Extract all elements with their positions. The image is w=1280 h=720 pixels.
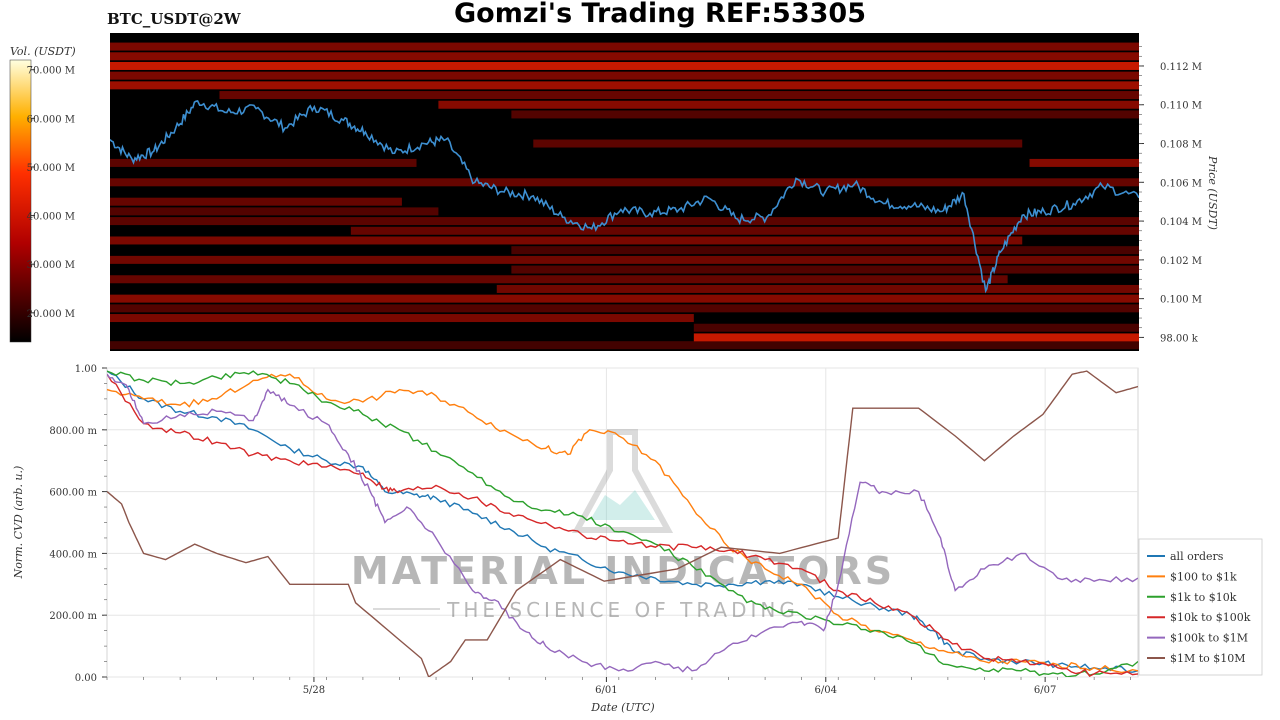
- cvd-y-tick-label: 200.00 m: [49, 611, 97, 622]
- price-tick-label: 0.106 M: [1160, 178, 1202, 189]
- cvd-series: [107, 370, 1138, 677]
- colorbar-ticks: 70.000 M 60.000 M 50.000 M 40.000 M 30.000 M…: [27, 66, 75, 320]
- liquidity-band: [110, 178, 1139, 187]
- liquidity-band: [110, 197, 402, 206]
- liquidity-band: [496, 284, 1139, 293]
- colorbar: [9, 59, 32, 343]
- cvd-x-tick-label: 6/04: [815, 685, 837, 696]
- liquidity-band: [110, 52, 1139, 61]
- cvd-plot-area: [106, 367, 1139, 678]
- liquidity-band: [511, 110, 1139, 119]
- liquidity-band: [511, 246, 1139, 255]
- liquidity-band: [110, 314, 694, 323]
- liquidity-band: [110, 207, 439, 216]
- cvd-y-tick-label: 400.00 m: [49, 549, 97, 560]
- price-line: [110, 99, 1139, 294]
- legend-label: $1k to $10k: [1170, 591, 1237, 604]
- cvd-y-tick-label: 0.00: [75, 673, 97, 684]
- cvd-y-label: Norm. CVD (arb. u.): [12, 466, 25, 580]
- colorbar-tick-label: 40.000 M: [27, 212, 75, 223]
- price-tick-label: 0.102 M: [1160, 256, 1202, 267]
- price-tick-label: 0.108 M: [1160, 140, 1202, 151]
- cvd-x-tick-label: 6/07: [1034, 685, 1056, 696]
- cvd-line-1: [107, 373, 1138, 674]
- liquidity-band: [350, 226, 1139, 235]
- watermark: MATERIAL INDICATORS THE SCIENCE OF TRADI…: [351, 429, 895, 622]
- price-tick-label: 0.100 M: [1160, 295, 1202, 306]
- liquidity-band: [693, 333, 1139, 342]
- price-tick-label: 0.110 M: [1160, 101, 1202, 112]
- price-axis: 0.112 M 0.110 M 0.108 M 0.106 M 0.104 M 0.102…: [1139, 46, 1202, 344]
- colorbar-label: Vol. (USDT): [10, 45, 76, 58]
- liquidity-band: [110, 81, 1139, 90]
- price-tick-label: 98.00 k: [1160, 333, 1199, 344]
- price-tick-label: 0.104 M: [1160, 217, 1202, 228]
- liquidity-bands: [110, 42, 1139, 350]
- liquidity-band: [533, 139, 1023, 148]
- cvd-x-axis: 5/28 6/01 6/04 6/07: [106, 677, 1131, 696]
- cvd-line-5: [107, 370, 1138, 677]
- colorbar-tick-label: 60.000 M: [27, 114, 75, 125]
- chart-title: Gomzi's Trading REF:53305: [453, 0, 866, 29]
- liquidity-band: [110, 255, 1139, 264]
- colorbar-tick-label: 30.000 M: [27, 260, 75, 271]
- liquidity-band: [110, 236, 1023, 245]
- liquidity-band: [110, 341, 1139, 350]
- cvd-y-axis: 1.00 800.00 m 600.00 m 400.00 m 200.00 m 0.00: [49, 364, 107, 684]
- liquidity-band: [110, 42, 1139, 51]
- liquidity-band: [693, 323, 1139, 332]
- legend-label: $10k to $100k: [1170, 611, 1251, 624]
- legend-box: [1138, 538, 1263, 676]
- cvd-y-tick-label: 600.00 m: [49, 488, 97, 499]
- colorbar-tick-label: 70.000 M: [27, 66, 75, 77]
- liquidity-band: [110, 158, 417, 167]
- cvd-x-label: Date (UTC): [590, 701, 654, 714]
- legend: all orders $100 to $1k $1k to $10k $10k to …: [1147, 550, 1251, 665]
- cvd-grid: [107, 367, 1138, 678]
- liquidity-band: [110, 71, 1139, 80]
- flask-liquid-icon: [590, 490, 655, 520]
- legend-label: all orders: [1170, 550, 1224, 563]
- liquidity-band: [110, 217, 1139, 226]
- legend-label: $100k to $1M: [1170, 632, 1248, 645]
- colorbar-tick-label: 20.000 M: [27, 309, 75, 320]
- cvd-y-tick-label: 800.00 m: [49, 426, 97, 437]
- cvd-x-tick-label: 6/01: [595, 685, 617, 696]
- liquidity-band: [219, 91, 1139, 100]
- cvd-x-tick-label: 5/28: [303, 685, 325, 696]
- cvd-line-4: [107, 373, 1138, 673]
- flask-icon: [571, 429, 674, 533]
- liquidity-band: [110, 275, 1008, 284]
- heatmap-background: [110, 33, 1139, 351]
- liquidity-band: [511, 265, 1139, 274]
- legend-label: $1M to $10M: [1170, 652, 1246, 665]
- price-tick-label: 0.112 M: [1160, 62, 1202, 73]
- price-axis-label: Price (USDT): [1206, 155, 1219, 230]
- liquidity-band: [110, 294, 1139, 303]
- liquidity-band: [110, 61, 1139, 70]
- cvd-y-tick-label: 1.00: [75, 364, 97, 375]
- cvd-line-2: [107, 370, 1138, 677]
- liquidity-band: [110, 304, 1139, 313]
- watermark-brand: MATERIAL INDICATORS: [351, 549, 895, 593]
- liquidity-band: [1029, 158, 1139, 167]
- pair-label: BTC_USDT@2W: [107, 10, 241, 28]
- colorbar-tick-label: 50.000 M: [27, 163, 75, 174]
- legend-label: $100 to $1k: [1170, 570, 1237, 583]
- liquidity-band: [438, 100, 1139, 109]
- cvd-line-3: [107, 373, 1138, 677]
